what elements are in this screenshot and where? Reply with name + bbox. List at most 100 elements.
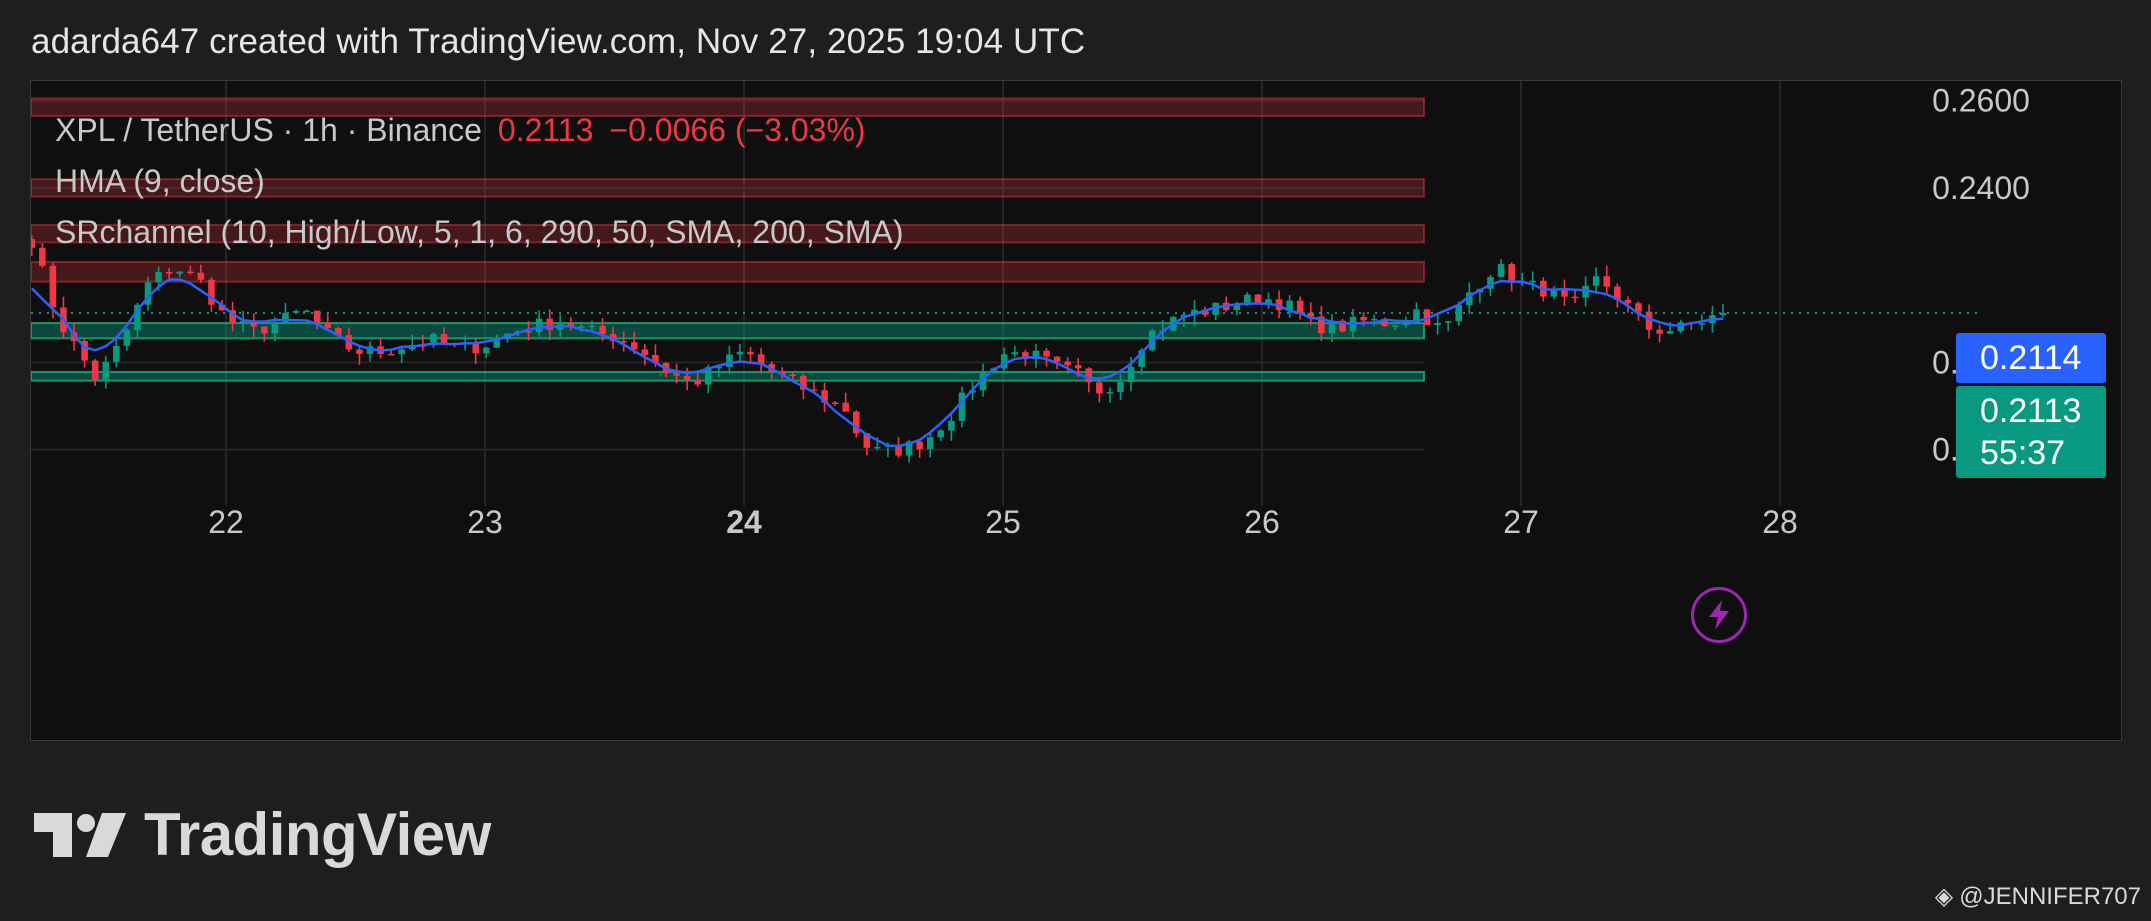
candle-body bbox=[335, 327, 342, 336]
candle-body bbox=[1508, 263, 1515, 284]
candle bbox=[123, 328, 131, 351]
candle-body bbox=[1201, 309, 1209, 315]
candle bbox=[1550, 285, 1558, 300]
candle-body bbox=[800, 375, 807, 390]
candle bbox=[239, 310, 247, 333]
candle-body bbox=[1592, 276, 1600, 286]
lightning-icon[interactable] bbox=[1691, 587, 1747, 643]
candle-body bbox=[1550, 289, 1558, 297]
candle-body bbox=[895, 444, 902, 456]
lightning-glyph bbox=[1709, 600, 1729, 630]
candle bbox=[1296, 296, 1304, 320]
candle-body bbox=[239, 320, 247, 323]
candle-body bbox=[493, 337, 501, 348]
candle bbox=[398, 346, 405, 364]
candle bbox=[1191, 300, 1198, 326]
candle-body bbox=[39, 247, 46, 266]
candle-body bbox=[1582, 285, 1589, 298]
candle-body bbox=[1392, 325, 1399, 327]
candle-body bbox=[440, 333, 448, 344]
candle-body bbox=[165, 272, 173, 274]
candle-body bbox=[31, 239, 36, 248]
candle bbox=[958, 386, 966, 428]
candle bbox=[567, 317, 575, 331]
candle bbox=[842, 392, 849, 412]
candle bbox=[757, 348, 765, 374]
candle-body bbox=[1487, 276, 1494, 289]
candle-body bbox=[282, 312, 289, 324]
candle bbox=[948, 413, 955, 441]
candle-body bbox=[1011, 352, 1019, 355]
candle bbox=[187, 265, 194, 275]
candle bbox=[546, 309, 553, 341]
candle-body bbox=[1244, 294, 1251, 306]
candle-body bbox=[430, 333, 437, 346]
x-tick-label: 23 bbox=[467, 504, 503, 540]
indicator-sr-label[interactable]: SRchannel (10, High/Low, 5, 1, 6, 290, 5… bbox=[55, 214, 904, 250]
candle bbox=[620, 331, 627, 352]
last-price-label: 0.2113 bbox=[497, 112, 594, 148]
candle-body bbox=[292, 310, 300, 313]
candle bbox=[113, 335, 120, 368]
candle-body bbox=[1381, 318, 1389, 327]
candle-body bbox=[1053, 356, 1061, 362]
indicator-hma-label[interactable]: HMA (9, close) bbox=[55, 163, 265, 199]
resistance-zone bbox=[31, 223, 1425, 244]
tradingview-logo-text: TradingView bbox=[144, 801, 491, 868]
candle bbox=[736, 343, 744, 361]
candle-body bbox=[1106, 392, 1114, 394]
symbol-label[interactable]: XPL / TetherUS · 1h · Binance bbox=[55, 112, 482, 148]
candle-body bbox=[567, 323, 575, 327]
candle bbox=[1434, 313, 1441, 335]
candle bbox=[1497, 259, 1505, 278]
candle bbox=[91, 359, 99, 386]
candle-body bbox=[958, 392, 966, 421]
candle bbox=[1043, 348, 1050, 367]
candle-body bbox=[641, 349, 649, 356]
watermark-text: @JENNIFER707 bbox=[1959, 882, 2141, 910]
candle bbox=[1466, 282, 1473, 314]
tradingview-logo[interactable]: TradingView bbox=[34, 800, 491, 869]
candle-body bbox=[1043, 350, 1050, 357]
candle-body bbox=[1402, 320, 1410, 326]
candle-body bbox=[208, 279, 215, 305]
legend-symbol-row[interactable]: XPL / TetherUS · 1h · Binance 0.2113 −0.00… bbox=[55, 105, 903, 156]
candle bbox=[472, 337, 479, 365]
candle bbox=[430, 332, 437, 348]
candle-body bbox=[144, 282, 152, 305]
candle-body bbox=[937, 430, 945, 438]
candle-body bbox=[535, 318, 543, 333]
candle bbox=[377, 337, 384, 359]
candle bbox=[303, 309, 310, 313]
candle-body bbox=[1614, 286, 1621, 300]
candle-body bbox=[313, 310, 321, 323]
hma-line bbox=[31, 278, 1724, 448]
sr-zones bbox=[31, 97, 1425, 382]
candle bbox=[821, 382, 828, 413]
candle-body bbox=[1022, 352, 1029, 360]
candle-body bbox=[916, 441, 923, 450]
candle-body bbox=[324, 322, 331, 328]
candle-body bbox=[599, 325, 606, 334]
candle bbox=[1635, 301, 1642, 321]
candle bbox=[197, 264, 205, 283]
candle bbox=[356, 344, 363, 365]
x-tick-label: 28 bbox=[1762, 504, 1798, 540]
candle-body bbox=[1318, 316, 1325, 334]
chart-legend: XPL / TetherUS · 1h · Binance 0.2113 −0.00… bbox=[55, 105, 903, 258]
support-zone bbox=[31, 322, 1425, 340]
candle bbox=[1318, 306, 1325, 341]
candle-body bbox=[1032, 350, 1040, 360]
candle-body bbox=[673, 373, 680, 376]
candle-body bbox=[398, 349, 405, 355]
candle bbox=[726, 345, 733, 374]
candle bbox=[1645, 304, 1653, 339]
candle bbox=[1096, 376, 1103, 403]
candle-body bbox=[874, 446, 881, 449]
candle-body bbox=[1434, 322, 1441, 325]
candle-body bbox=[1307, 312, 1315, 317]
candle-body bbox=[1064, 361, 1071, 366]
candle-body bbox=[1719, 313, 1727, 316]
